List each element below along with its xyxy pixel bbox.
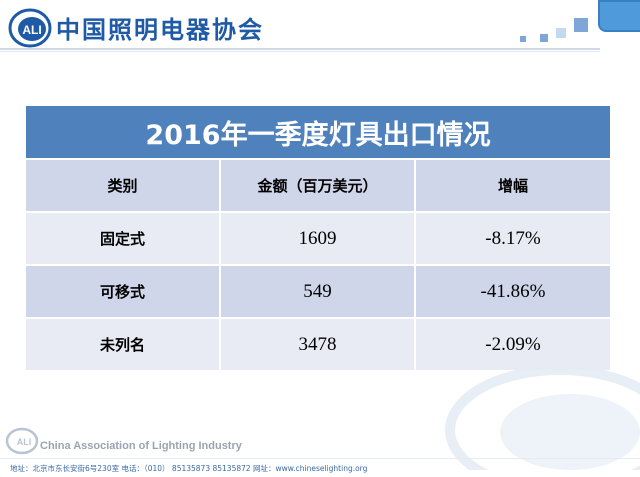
deco-square [574,18,588,32]
header-cell-amount: 金额（百万美元） [221,158,416,211]
org-name-cn: 中国照明电器协会 [56,15,264,44]
table-title: 2016年一季度灯具出口情况 [26,106,610,158]
export-table: 2016年一季度灯具出口情况 类别 金额（百万美元） 增幅 固定式 1609 -… [26,106,610,372]
slide-header: ALI 中国照明电器协会 [0,0,640,60]
cali-logo-icon: ALI [8,8,52,48]
footer-divider [0,458,640,459]
table-row: 未列名 3478 -2.09% [26,317,610,370]
corner-decoration [598,0,640,32]
cell-amount: 549 [221,264,416,317]
cell-amount: 3478 [221,317,416,370]
header-divider [0,48,600,50]
deco-square [520,36,526,42]
cell-growth: -2.09% [416,317,610,370]
svg-text:ALI: ALI [17,437,32,447]
watermark-logo-icon [445,365,640,470]
cell-category: 可移式 [26,264,221,317]
table-row: 可移式 549 -41.86% [26,264,610,317]
cell-category: 固定式 [26,211,221,264]
svg-text:ALI: ALI [22,23,41,37]
table-row: 固定式 1609 -8.17% [26,211,610,264]
deco-square [540,34,548,42]
cell-amount: 1609 [221,211,416,264]
header-cell-category: 类别 [26,158,221,211]
deco-square [556,28,566,38]
footer-logo-icon: ALI [5,427,39,455]
table-header-row: 类别 金额（百万美元） 增幅 [26,158,610,211]
org-name-en: China Association of Lighting Industry [40,440,242,452]
cell-category: 未列名 [26,317,221,370]
cell-growth: -8.17% [416,211,610,264]
cell-growth: -41.86% [416,264,610,317]
header-cell-growth: 增幅 [416,158,610,211]
footer-address: 地址：北京市东长安街6号230室 电话：（010） 85135873 85135… [10,464,368,473]
header-divider-thin [0,51,600,52]
